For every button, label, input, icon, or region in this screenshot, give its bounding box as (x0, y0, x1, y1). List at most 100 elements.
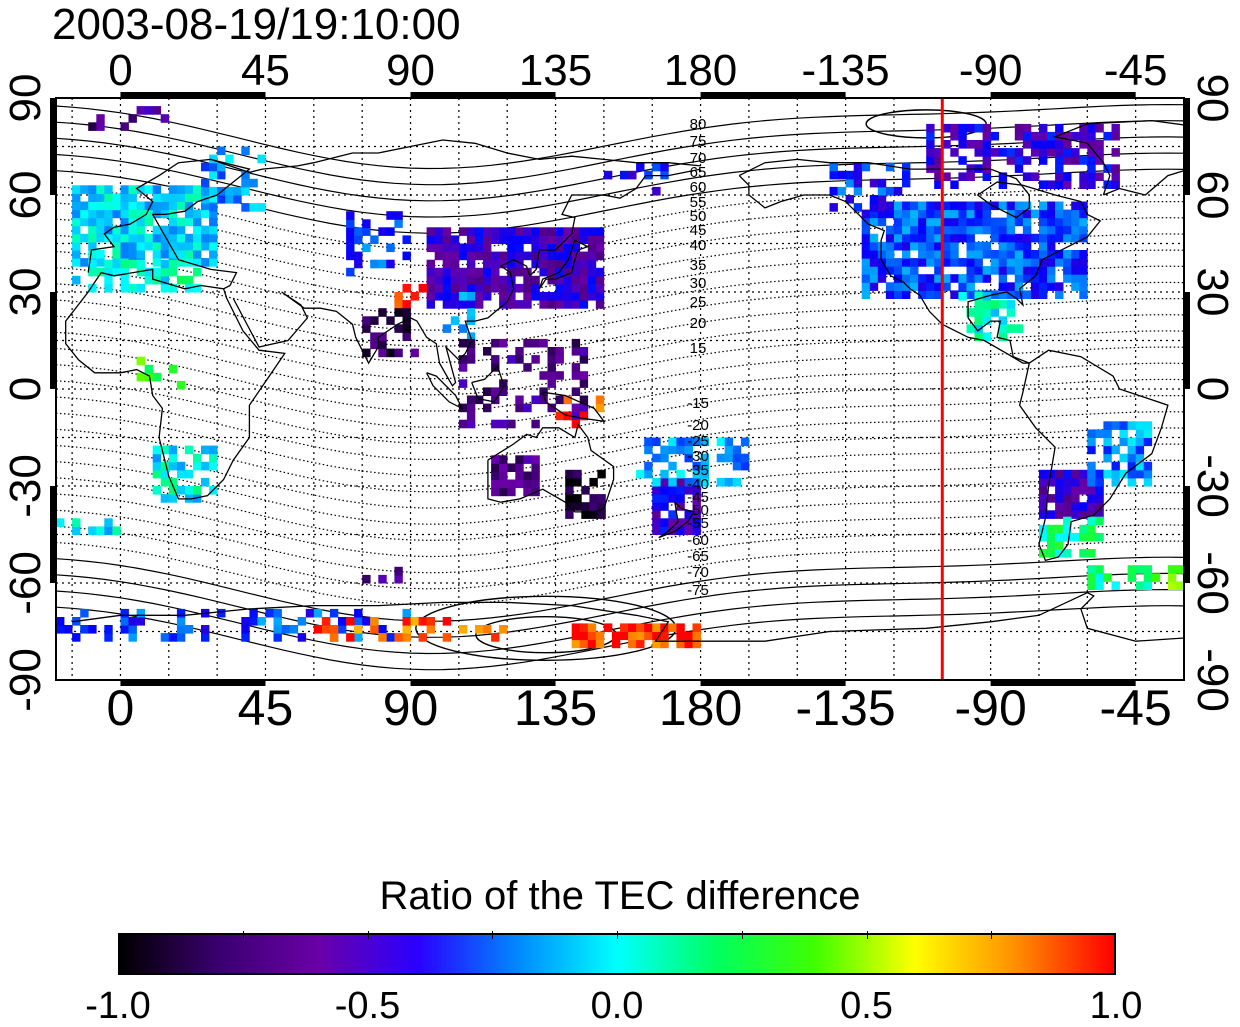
tec-ratio-cell (450, 275, 460, 285)
tec-ratio-cell (910, 266, 919, 275)
tec-ratio-cell (1095, 140, 1104, 149)
frame-bar-left (50, 292, 56, 389)
tec-ratio-cell (128, 209, 137, 219)
tec-ratio-cell (499, 251, 508, 261)
tec-ratio-cell (990, 250, 999, 259)
tec-ratio-cell (217, 608, 226, 618)
tec-ratio-cell (869, 217, 879, 227)
tec-ratio-cell (1055, 532, 1064, 542)
tec-ratio-cell (910, 225, 919, 235)
tec-ratio-cell (893, 290, 903, 299)
colorbar-tick-label: 0.0 (590, 985, 644, 1027)
tec-ratio-cell (1095, 123, 1104, 133)
frame-bar-top (410, 92, 556, 98)
tec-ratio-cell (966, 233, 975, 243)
tec-ratio-cell (531, 259, 540, 269)
tec-ratio-cell (1103, 437, 1112, 447)
tec-ratio-cell (1111, 477, 1120, 487)
tec-ratio-cell (160, 201, 170, 211)
tec-ratio-cell (1047, 148, 1056, 157)
tec-ratio-cell (434, 292, 444, 301)
bottom-lon-tick-label: 0 (106, 680, 135, 736)
tec-ratio-cell (885, 209, 895, 219)
tec-ratio-cell (362, 348, 371, 358)
tec-ratio-cell (1030, 290, 1040, 299)
tec-ratio-cell (1079, 217, 1088, 227)
tec-ratio-cell (289, 625, 299, 634)
tec-ratio-cell (1063, 180, 1072, 189)
tec-ratio-cell (950, 201, 959, 211)
tec-ratio-cell (515, 471, 524, 481)
tec-ratio-cell (893, 241, 903, 251)
tec-ratio-cell (475, 235, 484, 244)
tec-ratio-cell (998, 332, 1008, 341)
tec-ratio-cell (88, 185, 97, 194)
tec-ratio-cell (1071, 510, 1080, 519)
tec-ratio-cell (136, 250, 145, 259)
tec-ratio-cell (1039, 290, 1048, 299)
tec-ratio-cell (1079, 140, 1088, 149)
tec-ratio-cell (910, 274, 919, 283)
tec-ratio-cell (217, 146, 226, 156)
tec-ratio-cell (1047, 258, 1056, 267)
tec-ratio-cell (88, 283, 97, 293)
tec-ratio-cell (571, 227, 581, 236)
tec-ratio-cell (684, 486, 693, 495)
tec-ratio-cell (942, 217, 951, 227)
tec-ratio-cell (942, 258, 951, 267)
tec-ratio-cell (587, 227, 597, 236)
tec-ratio-cell (918, 201, 927, 211)
tec-ratio-cell (539, 235, 548, 244)
tec-ratio-cell (72, 185, 81, 194)
tec-ratio-cell (144, 267, 153, 277)
tec-ratio-cell (902, 178, 911, 188)
tec-ratio-cell (603, 170, 613, 180)
tec-ratio-cell (88, 193, 97, 202)
tec-ratio-cell (491, 387, 500, 396)
tec-ratio-cell (88, 225, 97, 235)
tec-ratio-cell (1175, 581, 1184, 590)
tec-ratio-cell (998, 258, 1008, 267)
tec-ratio-cell (72, 193, 81, 202)
tec-ratio-cell (547, 259, 556, 269)
tec-ratio-cell (668, 518, 677, 527)
tec-ratio-cell (902, 241, 911, 251)
tec-ratio-cell (394, 292, 403, 301)
tec-ratio-cell (990, 300, 999, 309)
top-lon-tick-label: -90 (958, 46, 1023, 95)
tec-ratio-cell (201, 233, 210, 243)
tec-ratio-cell (168, 453, 178, 463)
colorbar-minor-tick (242, 931, 244, 939)
tec-ratio-cell (426, 275, 435, 285)
tec-ratio-cell (885, 233, 895, 243)
tec-ratio-cell (72, 209, 81, 219)
tec-ratio-cell (869, 266, 879, 275)
tec-ratio-cell (620, 170, 629, 180)
tec-ratio-cell (571, 371, 581, 380)
right-lat-tick-label: -60 (1188, 551, 1237, 615)
tec-ratio-cell (861, 241, 871, 251)
tec-ratio-cell (966, 241, 975, 251)
tec-ratio-cell (676, 502, 685, 511)
right-lat-tick-label: 30 (1188, 267, 1237, 317)
tec-ratio-cell (539, 267, 548, 277)
tec-ratio-cell (1055, 502, 1064, 511)
tec-ratio-cell (571, 631, 581, 641)
tec-ratio-cell (442, 633, 452, 642)
tec-ratio-cell (636, 623, 645, 632)
tec-ratio-cell (128, 259, 137, 269)
tec-ratio-cell (209, 241, 218, 251)
tec-ratio-cell (1095, 156, 1104, 165)
tec-ratio-cell (458, 379, 468, 388)
tec-ratio-cell (466, 243, 476, 253)
tec-ratio-cell (724, 477, 734, 487)
tec-ratio-cell (201, 186, 210, 196)
tec-ratio-cell (571, 267, 581, 277)
tec-ratio-cell (483, 347, 492, 356)
tec-ratio-cell (1135, 581, 1145, 590)
tec-ratio-cell (466, 227, 476, 236)
tec-ratio-cell (579, 251, 589, 261)
tec-ratio-cell (483, 625, 492, 634)
mlat-contour (56, 524, 1184, 590)
tec-ratio-cell (555, 259, 564, 269)
